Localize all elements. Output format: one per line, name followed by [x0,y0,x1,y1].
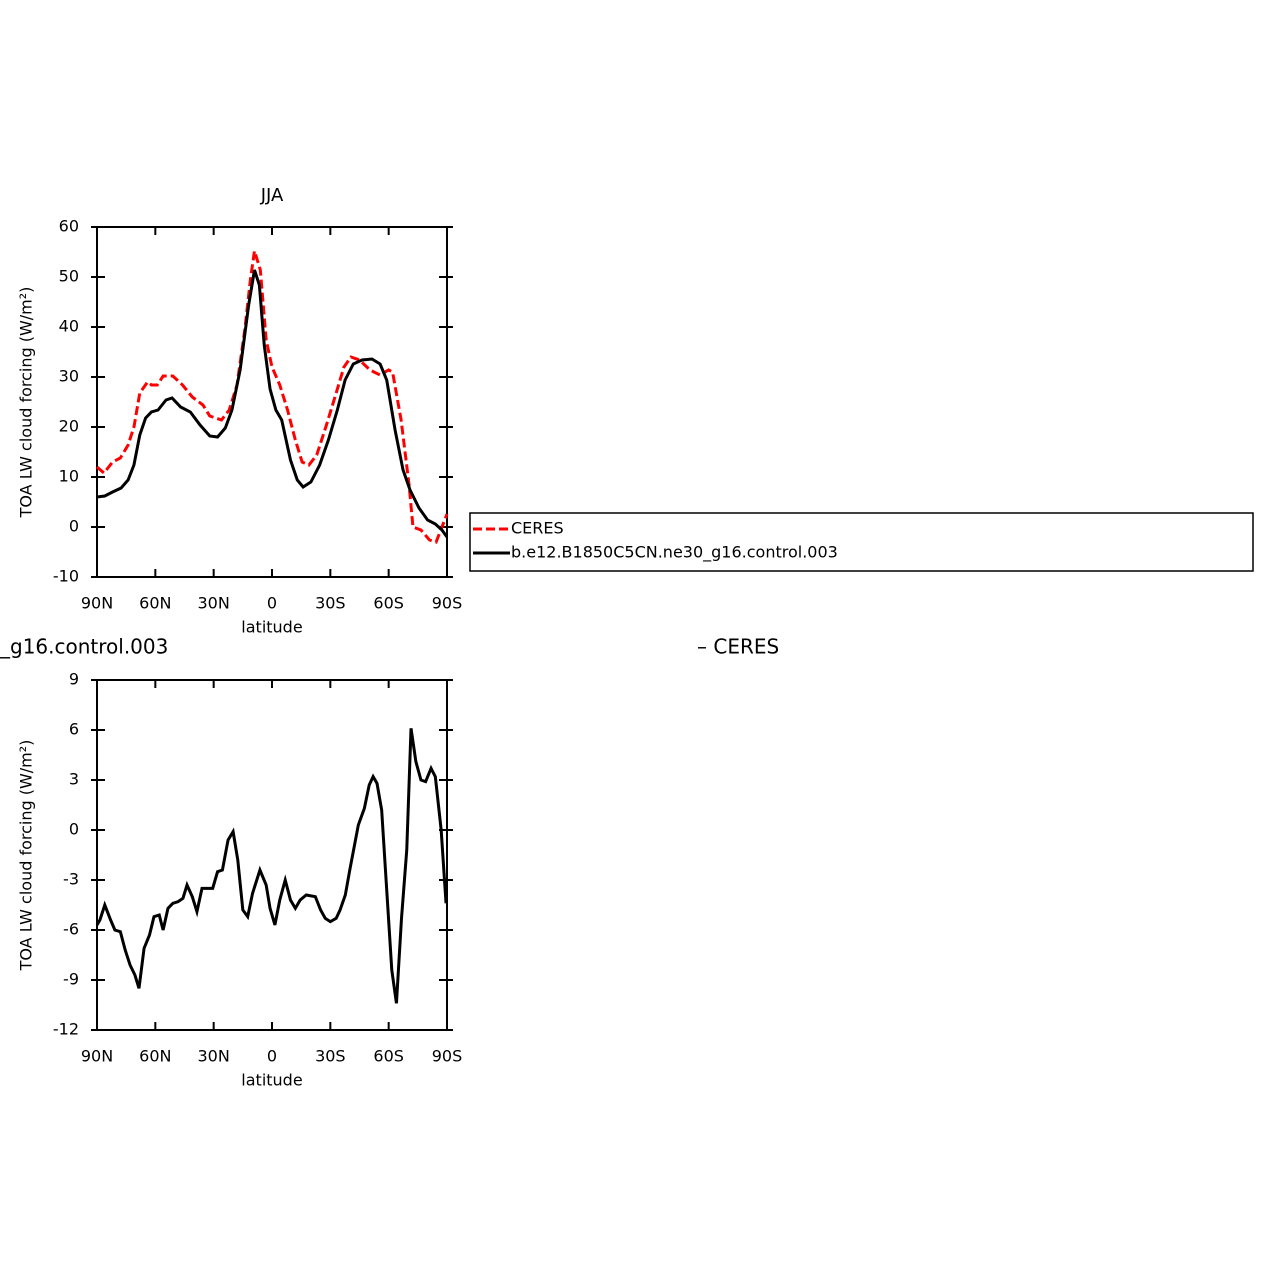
x-tick-label: 90N [81,1047,113,1066]
y-tick-label: 10 [59,467,79,486]
x-tick-label: 30S [315,1047,346,1066]
y-tick-label: -12 [53,1020,79,1039]
legend-box [469,512,1254,572]
y-axis-label: TOA LW cloud forcing (W/m²) [17,287,36,519]
chart-title: JJA [260,185,284,206]
y-tick-label: 6 [69,720,79,739]
y-tick-label: 50 [59,267,79,286]
data-line [96,269,449,538]
y-tick-label: 60 [59,217,79,236]
plot-frame [96,679,448,1031]
x-axis-label: latitude [241,618,302,637]
x-tick-label: 60S [373,594,404,613]
x-tick-label: 60N [139,594,171,613]
x-tick-label: 90S [432,1047,463,1066]
x-tick-label: 0 [267,1047,277,1066]
x-tick-label: 90N [81,594,113,613]
x-tick-label: 0 [267,594,277,613]
legend-label: b.e12.B1850C5CN.ne30_g16.control.003 [511,543,838,563]
y-tick-label: 0 [69,820,79,839]
legend-label: CERES [511,519,564,538]
x-tick-label: 60N [139,1047,171,1066]
x-tick-label: 90S [432,594,463,613]
chart-title: _g16.control.003 [0,635,168,659]
y-tick-label: 3 [69,770,79,789]
y-tick-label: -10 [53,567,79,586]
y-tick-label: 20 [59,417,79,436]
data-line [95,728,448,1004]
x-tick-label: 30N [198,594,230,613]
y-tick-label: 0 [69,517,79,536]
x-tick-label: 30S [315,594,346,613]
y-tick-label: -6 [63,920,79,939]
y-axis-label: TOA LW cloud forcing (W/m²) [17,740,36,972]
y-tick-label: 30 [59,367,79,386]
plot-frame [96,226,448,578]
x-axis-label: latitude [241,1071,302,1090]
chart-title: – CERES [697,635,779,659]
y-tick-label: 9 [69,670,79,689]
data-line [96,250,449,544]
y-tick-label: -3 [63,870,79,889]
y-tick-label: -9 [63,970,79,989]
x-tick-label: 60S [373,1047,404,1066]
y-tick-label: 40 [59,317,79,336]
x-tick-label: 30N [198,1047,230,1066]
